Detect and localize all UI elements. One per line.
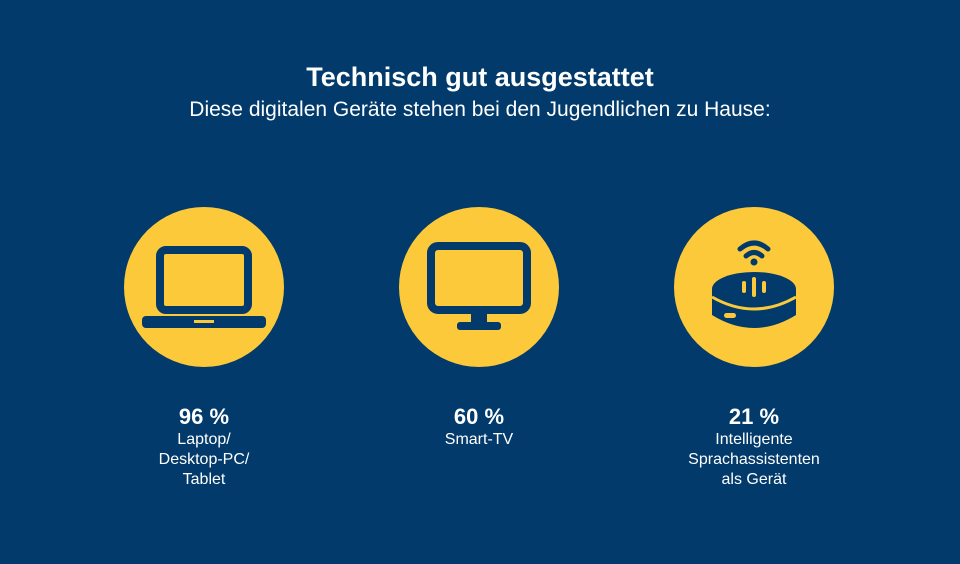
icon-circle — [399, 207, 559, 367]
stat-laptop: 96 % Laptop/ Desktop-PC/ Tablet — [104, 207, 304, 490]
stat-label: Laptop/ Desktop-PC/ Tablet — [104, 430, 304, 490]
stat-label: Intelligente Sprachassistenten als Gerät — [654, 430, 854, 490]
stat-percent: 96 % — [178, 404, 230, 429]
label-line: Desktop-PC/ — [158, 451, 250, 468]
page-subtitle: Diese digitalen Geräte stehen bei den Ju… — [189, 98, 771, 121]
stat-label: Smart-TV — [379, 430, 579, 450]
icon-circle — [124, 207, 284, 367]
label-line: Sprachassistenten — [688, 451, 820, 468]
label-line: Intelligente — [715, 431, 793, 448]
page-title: Technisch gut ausgestattet — [306, 62, 654, 92]
stat-percent: 60 % — [453, 404, 505, 429]
icon-circle — [674, 207, 834, 367]
stat-percent: 21 % — [728, 404, 780, 429]
smart-speaker-icon — [711, 240, 797, 328]
label-line: Smart-TV — [444, 431, 514, 448]
label-line: als Gerät — [721, 471, 787, 488]
monitor-icon — [427, 242, 531, 330]
laptop-icon — [142, 246, 266, 328]
stat-smart-speaker: 21 % Intelligente Sprachassistenten als … — [654, 207, 854, 490]
label-line: Laptop/ — [177, 431, 231, 448]
label-line: Tablet — [182, 471, 226, 488]
stat-smart-tv: 60 % Smart-TV — [379, 207, 579, 450]
